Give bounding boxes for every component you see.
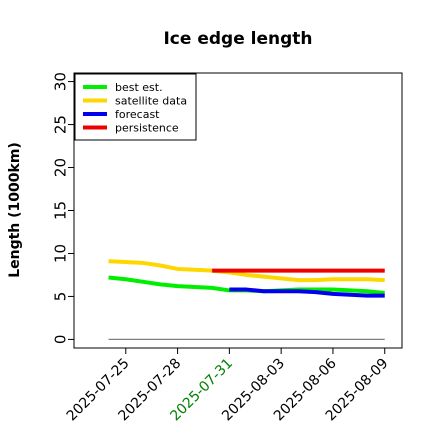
y-tick-label: 0 xyxy=(51,335,69,345)
legend-label: persistence xyxy=(115,121,179,134)
series-line-satellite-data xyxy=(108,259,385,283)
y-tick-label: 5 xyxy=(51,292,69,302)
y-axis-label: Length (1000km) xyxy=(7,142,23,278)
y-tick-label: 20 xyxy=(51,158,69,177)
legend-label: best est. xyxy=(115,81,163,94)
y-tick-label: 30 xyxy=(51,72,69,91)
legend-label: satellite data xyxy=(115,94,187,107)
y-tick-label: 10 xyxy=(51,244,69,263)
legend-label: forecast xyxy=(115,108,160,121)
y-tick-label: 25 xyxy=(51,115,69,134)
series-line-forecast xyxy=(229,287,385,298)
chart-title: Ice edge length xyxy=(163,29,312,49)
y-tick-label: 15 xyxy=(51,201,69,220)
legend: best est.satellite dataforecastpersisten… xyxy=(74,73,197,141)
